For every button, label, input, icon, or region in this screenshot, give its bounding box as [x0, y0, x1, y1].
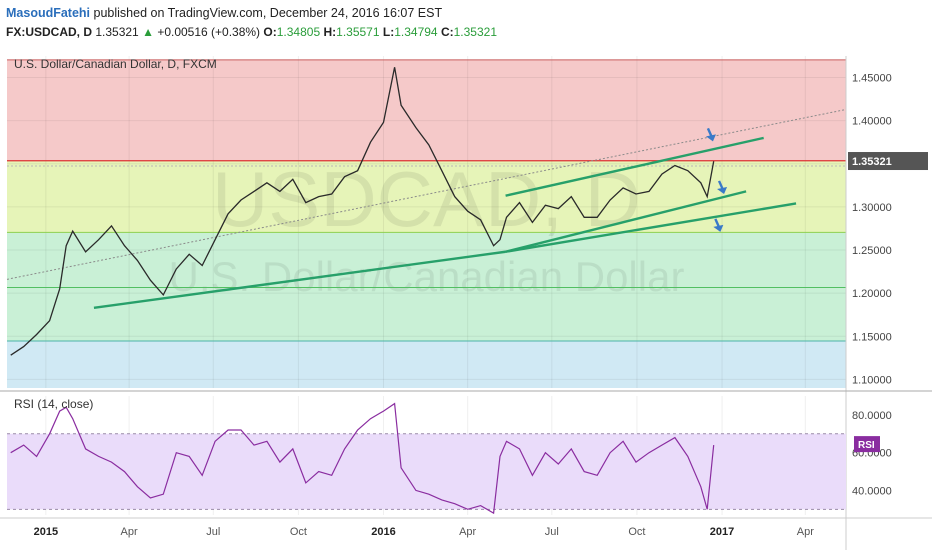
close-label: C: — [440, 25, 454, 39]
price-tick-label: 1.40000 — [852, 116, 892, 128]
rsi-title: RSI (14, close) — [14, 397, 93, 411]
trendlines — [6, 108, 847, 309]
author-link[interactable]: MasoudFatehi — [6, 6, 91, 20]
chart-header: MasoudFatehi published on TradingView.co… — [0, 0, 932, 46]
arrow-down-icon — [713, 224, 724, 232]
arrow-down-icon — [717, 186, 728, 194]
zone-mid-lower — [7, 232, 846, 342]
zone-lower — [7, 341, 846, 388]
low-value: 1.34794 — [394, 25, 438, 39]
high-value: 1.35571 — [336, 25, 380, 39]
last-price: 1.35321 — [95, 25, 139, 39]
price-zones — [7, 59, 846, 388]
price-series — [10, 67, 715, 356]
publish-info: published on TradingView.com, December 2… — [90, 6, 443, 20]
rsi-tick-label: 80.0000 — [852, 410, 892, 422]
rsi-badge — [854, 436, 880, 453]
time-tick-label: Jul — [545, 526, 559, 538]
rsi-panel — [0, 390, 932, 515]
trendline-lower-support — [505, 202, 797, 253]
time-tick-label: Apr — [121, 526, 138, 538]
time-tick-label: 2015 — [34, 526, 58, 538]
arrow-down-icon — [705, 134, 716, 142]
time-tick-label: Apr — [797, 526, 814, 538]
axis-background — [846, 46, 932, 550]
price-tick-label: 1.25000 — [852, 245, 892, 257]
rsi-tick-label: 40.0000 — [852, 485, 892, 497]
time-tick-label: Oct — [290, 526, 307, 538]
zone-upper — [7, 59, 846, 161]
horizontal-levels — [7, 59, 846, 342]
low-label: L: — [382, 25, 395, 39]
price-chart[interactable]: USDCAD, D U.S. Dollar/Canadian Dollar U.… — [0, 46, 932, 550]
price-change: +0.00516 (+0.38%) — [157, 25, 261, 39]
time-tick-label: 2017 — [710, 526, 734, 538]
price-axis: 1.100001.150001.200001.250001.300001.350… — [845, 46, 932, 550]
trendline-channel-top — [505, 136, 764, 197]
time-axis: 2015 Apr Jul Oct 2016 Apr Jul Oct 2017 Apr — [0, 517, 932, 538]
time-tick-label: 2016 — [371, 526, 395, 538]
open-label: O: — [263, 25, 277, 39]
trendline-dotted-long-term — [6, 108, 847, 280]
rsi-badge-label: RSI — [858, 440, 875, 451]
price-tick-label: 1.45000 — [852, 73, 892, 85]
time-tick-label: Oct — [628, 526, 645, 538]
symbol-label: FX:USDCAD, D — [6, 25, 92, 39]
close-value: 1.35321 — [453, 25, 498, 39]
rsi-line — [10, 402, 715, 515]
quote-line: FX:USDCAD, D 1.35321 ▲ +0.00516 (+0.38%)… — [6, 25, 497, 39]
high-label: H: — [323, 25, 337, 39]
price-line — [10, 67, 715, 356]
last-price-label: 1.35321 — [852, 156, 892, 168]
last-price-badge — [848, 152, 928, 171]
time-tick-label: Apr — [459, 526, 476, 538]
rsi-band — [7, 433, 846, 510]
price-chart-title: U.S. Dollar/Canadian Dollar, D, FXCM — [14, 57, 217, 71]
price-tick-label: 1.10000 — [852, 374, 892, 386]
up-triangle-icon: ▲ — [142, 25, 154, 39]
trendline-support-2015 — [93, 250, 506, 309]
price-grid — [7, 56, 846, 388]
watermark-name: U.S. Dollar/Canadian Dollar — [169, 253, 685, 300]
zone-mid-upper — [7, 160, 846, 233]
watermark-symbol: USDCAD, D — [212, 155, 641, 243]
arrow-markers — [705, 127, 728, 232]
time-tick-label: Jul — [206, 526, 220, 538]
price-tick-label: 1.20000 — [852, 288, 892, 300]
price-tick-label: 1.15000 — [852, 331, 892, 343]
trendline-channel-bottom — [505, 190, 747, 253]
open-value: 1.34805 — [276, 25, 321, 39]
publish-line: MasoudFatehi published on TradingView.co… — [6, 6, 442, 20]
price-tick-label: 1.30000 — [852, 202, 892, 214]
